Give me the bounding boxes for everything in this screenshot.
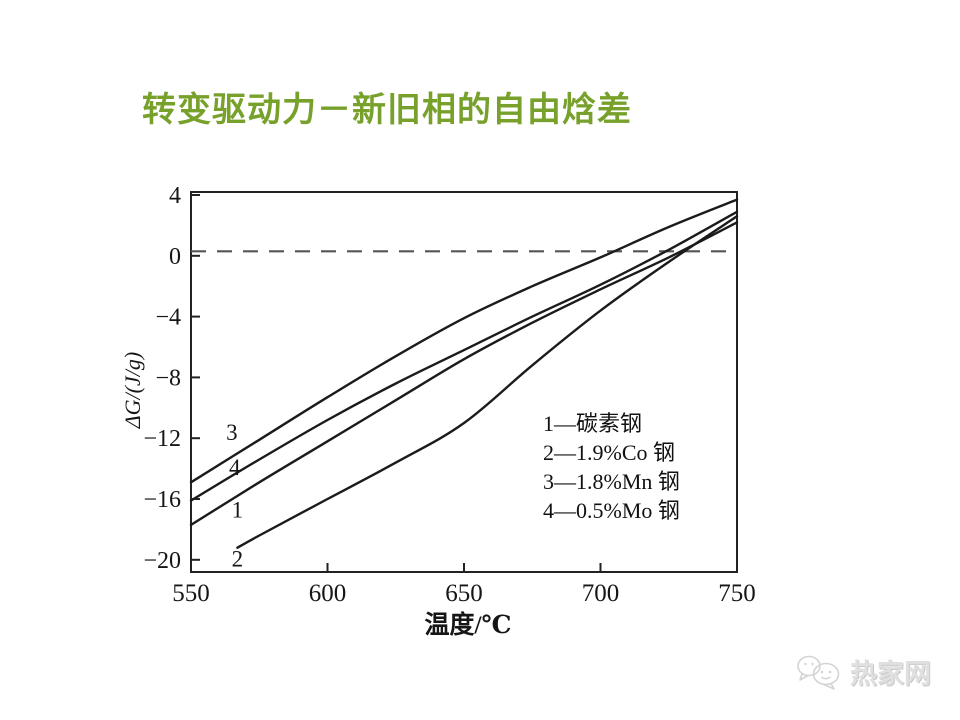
y-tick-label: −8 [155,365,181,391]
legend-entry: 2—1.9%Co 钢 [543,440,676,465]
curve-number-label: 2 [232,546,244,571]
curve-4 [189,210,739,502]
curve-number-label: 4 [229,455,241,480]
y-tick-label: 4 [169,183,181,209]
watermark-logo-icon [797,655,840,690]
x-axis-label: 温度/℃ [424,612,512,639]
curve-2 [236,215,739,549]
x-tick-label: 700 [582,580,620,607]
legend-entry: 1—碳素钢 [543,411,643,436]
curve-3 [189,198,739,484]
watermark-text: 热家网 [850,659,931,689]
slide-title: 转变驱动力－新旧相的自由焓差 [142,91,632,129]
x-tick-label: 750 [718,580,756,607]
y-tick-label: 0 [169,244,181,270]
curve-number-label: 1 [232,498,244,523]
x-tick-label: 650 [445,580,483,607]
y-tick-label: −20 [143,548,181,574]
y-tick-label: −16 [143,487,181,513]
y-tick-label: −12 [143,426,181,452]
legend-entry: 4—0.5%Mo 钢 [543,498,680,523]
legend-entry: 3—1.8%Mn 钢 [543,469,680,494]
chart-legend: 1—碳素钢 2—1.9%Co 钢 3—1.8%Mn 钢 4—0.5%Mo 钢 [543,409,680,525]
curve-1 [189,221,739,527]
y-axis-label: ΔG/(J/g) [120,351,145,429]
curve-number-label: 3 [226,420,238,445]
x-tick-label: 550 [172,580,210,607]
x-tick-label: 600 [309,580,347,607]
y-tick-label: −4 [155,305,181,331]
watermark: 热家网 [795,652,931,691]
